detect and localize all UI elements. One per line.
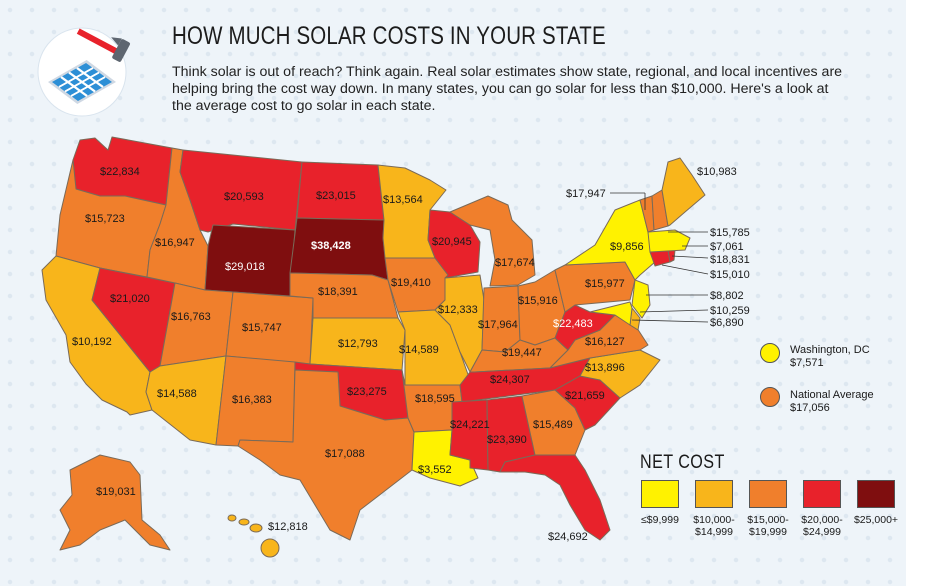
label-ms: $24,221	[450, 419, 490, 431]
legend-swatch-4	[803, 480, 841, 508]
state-il[interactable]	[434, 274, 485, 373]
label-wv: $22,483	[553, 318, 593, 330]
label-ga: $15,489	[533, 419, 573, 431]
callout-de: $10,259	[710, 305, 750, 317]
label-sd: $38,428	[311, 240, 351, 252]
label-me: $10,983	[697, 166, 737, 178]
label-tn: $24,307	[490, 374, 530, 386]
legend-label-2: $10,000- $14,999	[693, 514, 735, 538]
legend-swatch-1	[641, 480, 679, 508]
legend-swatch-3	[749, 480, 787, 508]
legend-label-3: $15,000- $19,999	[747, 514, 789, 538]
label-in: $17,964	[478, 319, 518, 331]
legend-title: NET COST	[640, 452, 725, 473]
legend-swatch-2	[695, 480, 733, 508]
state-me[interactable]	[661, 157, 706, 227]
legend-swatch-5	[857, 480, 895, 508]
label-il: $12,333	[438, 304, 478, 316]
label-hi: $12,818	[268, 521, 308, 533]
label-co: $15,747	[242, 322, 282, 334]
dc-label: Washington, DC	[790, 344, 870, 356]
state-md[interactable]	[589, 301, 633, 326]
intro-paragraph: Think solar is out of reach? Think again…	[172, 64, 843, 114]
legend-label-5: $25,000+	[853, 514, 899, 526]
callout-nj: $8,802	[710, 290, 744, 302]
label-fl: $24,692	[548, 531, 588, 543]
label-ok: $23,275	[347, 386, 387, 398]
state-ma[interactable]	[647, 229, 691, 253]
label-wy: $29,018	[225, 261, 265, 273]
state-tx[interactable]	[237, 369, 415, 541]
dc-value: $7,571	[790, 357, 824, 369]
label-ia: $19,410	[391, 277, 431, 289]
callout-vt: $17,947	[566, 188, 606, 200]
state-ak[interactable]	[59, 454, 171, 551]
label-nv: $21,020	[110, 293, 150, 305]
callout-ct: $15,010	[710, 269, 750, 281]
label-va: $16,127	[585, 336, 625, 348]
callout-lines	[610, 192, 709, 323]
label-wa: $22,834	[100, 166, 140, 178]
state-az[interactable]	[145, 355, 227, 446]
label-mo: $14,589	[399, 344, 439, 356]
label-ak: $19,031	[96, 486, 136, 498]
label-oh: $15,916	[518, 295, 558, 307]
label-ca: $10,192	[72, 336, 112, 348]
label-ne: $18,391	[318, 286, 358, 298]
label-mn: $13,564	[383, 194, 423, 206]
label-or: $15,723	[85, 213, 125, 225]
dc-marker	[760, 343, 780, 363]
label-tx: $17,088	[325, 448, 365, 460]
label-ut: $16,763	[171, 311, 211, 323]
label-mi: $17,674	[495, 257, 535, 269]
state-mi[interactable]	[449, 195, 536, 287]
label-wi: $20,945	[432, 236, 472, 248]
national-average-label: National Average	[790, 389, 874, 401]
label-nm: $16,383	[232, 394, 272, 406]
label-la: $3,552	[418, 464, 452, 476]
label-ny: $9,856	[610, 241, 644, 253]
label-mt: $20,593	[224, 191, 264, 203]
callout-ri: $18,831	[710, 254, 750, 266]
label-ar: $18,595	[415, 393, 455, 405]
label-az: $14,588	[157, 388, 197, 400]
state-labels: $22,834 $15,723 $10,192 $21,020 $16,947 …	[72, 166, 750, 543]
label-sc: $21,659	[565, 390, 605, 402]
callout-ma: $7,061	[710, 241, 744, 253]
label-ks: $12,793	[338, 338, 378, 350]
national-average-value: $17,056	[790, 402, 830, 414]
label-ky: $19,447	[502, 347, 542, 359]
legend-label-4: $20,000- $24,999	[801, 514, 843, 538]
label-id: $16,947	[155, 237, 195, 249]
solar-panel-hammer-icon	[37, 27, 130, 117]
label-nd: $23,015	[316, 190, 356, 202]
label-pa: $15,977	[585, 278, 625, 290]
state-ks[interactable]	[309, 317, 406, 371]
legend-label-1: ≤$9,999	[641, 514, 679, 526]
state-fl[interactable]	[499, 454, 611, 541]
label-nc: $13,896	[585, 362, 625, 374]
national-average-marker	[760, 387, 780, 407]
page-title: HOW MUCH SOLAR COSTS IN YOUR STATE	[172, 22, 606, 50]
state-hi[interactable]	[227, 514, 280, 558]
callout-nh: $15,785	[710, 227, 750, 239]
callout-md: $6,890	[710, 317, 744, 329]
label-al: $23,390	[487, 434, 527, 446]
right-margin	[906, 0, 928, 586]
